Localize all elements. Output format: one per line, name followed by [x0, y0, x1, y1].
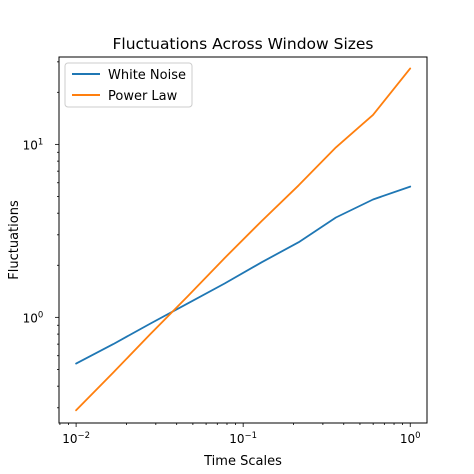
legend-label-white-noise: White Noise: [108, 68, 186, 83]
series-line-power-law: [75, 67, 412, 412]
x-tick-label: 100: [400, 431, 421, 446]
y-axis-label: Fluctuations: [7, 200, 22, 280]
x-tick-label: 10−1: [229, 431, 257, 446]
x-axis-label: Time Scales: [203, 454, 282, 469]
legend-label-power-law: Power Law: [108, 89, 178, 104]
x-tick-label: 10−2: [62, 431, 90, 446]
plot-area: [58, 56, 428, 424]
y-tick-label: 101: [23, 137, 44, 152]
legend: White Noise Power Law: [64, 62, 193, 108]
chart-title: Fluctuations Across Window Sizes: [112, 35, 373, 53]
series-layer: [75, 67, 412, 412]
y-axis-ticks: 100 101: [23, 61, 59, 409]
y-tick-label: 100: [23, 310, 44, 325]
series-line-white-noise: [75, 185, 412, 365]
x-axis-ticks: 10−2 10−1 100: [59, 423, 421, 446]
